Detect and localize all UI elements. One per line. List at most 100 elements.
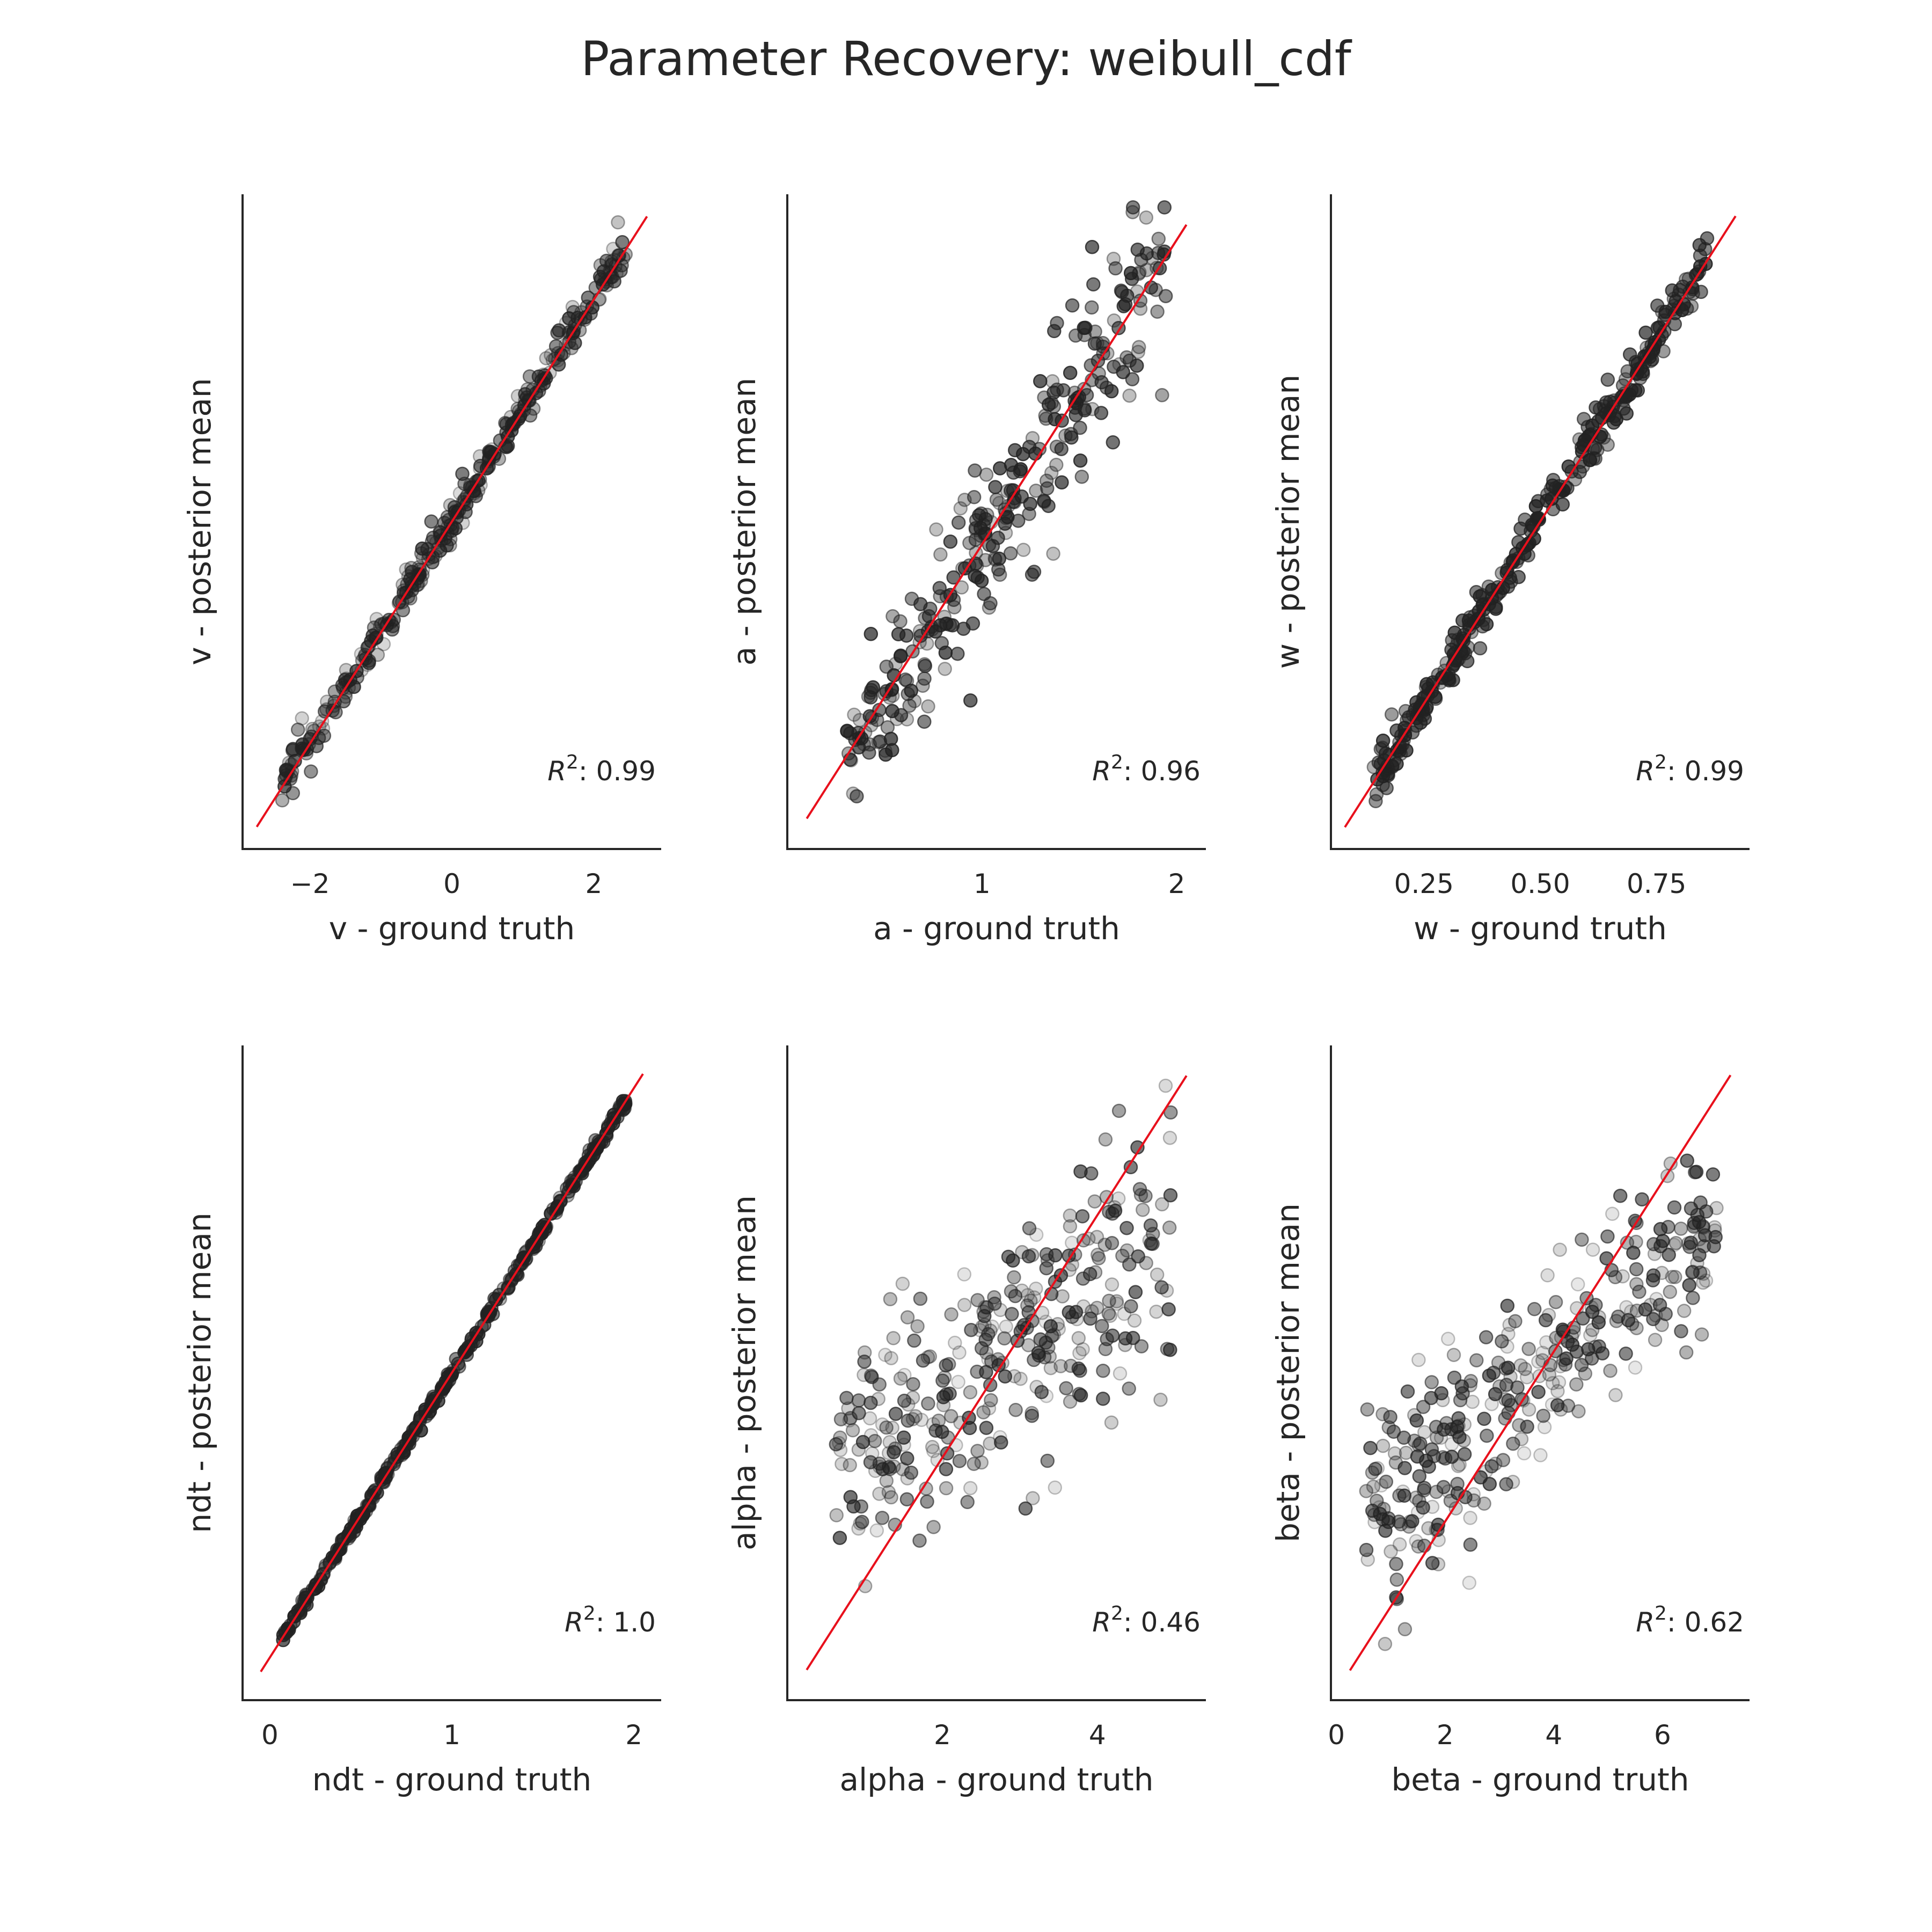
scatter-point <box>979 467 994 482</box>
scatter-point <box>933 547 948 562</box>
scatter-point <box>562 334 576 349</box>
scatter-point <box>1046 546 1060 561</box>
scatter-point <box>1054 442 1069 456</box>
scatter-point <box>963 1385 978 1400</box>
scatter-point <box>988 552 1002 567</box>
scatter-point <box>950 646 965 661</box>
v-points <box>275 215 633 808</box>
scatter-point <box>1466 1487 1481 1502</box>
subplot-a: 1 2 a - ground truth a - posterior mean R2: … <box>726 194 1206 947</box>
scatter-point <box>1424 1442 1439 1457</box>
v-xtick-label: 0 <box>443 868 460 899</box>
scatter-point <box>1619 1346 1633 1361</box>
scatter-point <box>1132 340 1146 354</box>
scatter-point <box>984 1393 998 1408</box>
scatter-point <box>882 1461 897 1476</box>
scatter-point <box>1527 1302 1542 1316</box>
scatter-point <box>983 596 998 611</box>
scatter-point <box>952 1454 967 1468</box>
scatter-point <box>879 1420 894 1435</box>
scatter-point <box>1104 1415 1119 1430</box>
scatter-point <box>1113 1366 1128 1381</box>
scatter-point <box>1392 1537 1407 1552</box>
scatter-point <box>1043 1360 1058 1375</box>
scatter-point <box>385 619 400 633</box>
scatter-point <box>1638 325 1653 340</box>
scatter-point <box>1441 1331 1455 1346</box>
scatter-point <box>1383 1410 1397 1424</box>
scatter-point <box>1122 1381 1136 1396</box>
scatter-point <box>847 707 861 722</box>
scatter-point <box>1038 1314 1053 1329</box>
scatter-point <box>548 339 564 354</box>
ndt-axes-spines <box>241 1045 661 1701</box>
scatter-point <box>1138 1189 1153 1203</box>
scatter-point <box>855 1514 869 1529</box>
scatter-point <box>863 627 879 641</box>
scatter-point <box>1668 1236 1684 1250</box>
scatter-point <box>943 535 958 549</box>
scatter-point <box>1013 464 1027 479</box>
beta-x-axis-label: beta - ground truth <box>1391 1761 1689 1798</box>
scatter-point <box>1157 200 1172 215</box>
w-x-axis-label: w - ground truth <box>1414 910 1667 947</box>
scatter-point <box>902 698 917 713</box>
scatter-point <box>1506 1436 1520 1451</box>
scatter-point <box>1159 1283 1174 1298</box>
scatter-point <box>1063 1208 1078 1223</box>
alpha-r2-annotation: R2: 0.46 <box>1092 1602 1201 1638</box>
a-axes-spines <box>786 194 1206 850</box>
scatter-point <box>1150 304 1165 319</box>
scatter-point <box>1616 401 1631 416</box>
scatter-point <box>1441 1484 1456 1499</box>
scatter-point <box>907 1333 921 1348</box>
scatter-point <box>1480 1429 1494 1443</box>
scatter-point <box>1365 1465 1380 1480</box>
scatter-point <box>1044 396 1059 410</box>
alpha-points <box>829 1078 1178 1593</box>
scatter-point <box>1677 1304 1692 1318</box>
scatter-point <box>1546 1376 1560 1391</box>
scatter-point <box>1063 1219 1078 1234</box>
scatter-point <box>1521 1342 1536 1356</box>
scatter-point <box>1561 1399 1576 1413</box>
scatter-point <box>997 1331 1012 1346</box>
scatter-point <box>1539 1335 1554 1350</box>
scatter-point <box>916 678 930 693</box>
scatter-point <box>871 735 886 750</box>
scatter-point <box>999 1319 1013 1334</box>
scatter-point <box>1501 1327 1516 1341</box>
scatter-point <box>901 1413 916 1428</box>
subplot-ndt: 0 1 2 ndt - ground truth ndt - posterior mea… <box>181 1045 661 1798</box>
scatter-point <box>298 1590 313 1605</box>
scatter-point <box>1370 1494 1384 1508</box>
scatter-point <box>1521 1402 1536 1417</box>
scatter-point <box>925 1440 940 1454</box>
scatter-point <box>1397 1461 1412 1475</box>
scatter-point <box>1501 1393 1516 1408</box>
scatter-point <box>886 1331 901 1345</box>
scatter-point <box>1016 447 1030 462</box>
scatter-point <box>1538 1313 1553 1328</box>
scatter-point <box>1151 231 1166 246</box>
scatter-point <box>1118 297 1133 312</box>
scatter-point <box>851 1442 866 1457</box>
scatter-point <box>1053 1359 1068 1373</box>
scatter-point <box>1013 1371 1028 1386</box>
scatter-point <box>1450 1476 1465 1491</box>
scatter-point <box>1096 1392 1110 1406</box>
scatter-point <box>895 1462 910 1476</box>
scatter-point <box>593 258 608 273</box>
scatter-point <box>998 1369 1013 1384</box>
scatter-point <box>960 1495 975 1510</box>
scatter-point <box>1083 1311 1097 1326</box>
scatter-point <box>1127 1313 1142 1328</box>
scatter-point <box>920 1350 935 1365</box>
scatter-point <box>993 461 1007 475</box>
beta-r2-annotation: R2: 0.62 <box>1636 1602 1744 1638</box>
scatter-point <box>900 1310 915 1324</box>
scatter-point <box>1574 1358 1589 1372</box>
scatter-point <box>1109 1294 1124 1309</box>
scatter-point <box>568 318 582 333</box>
